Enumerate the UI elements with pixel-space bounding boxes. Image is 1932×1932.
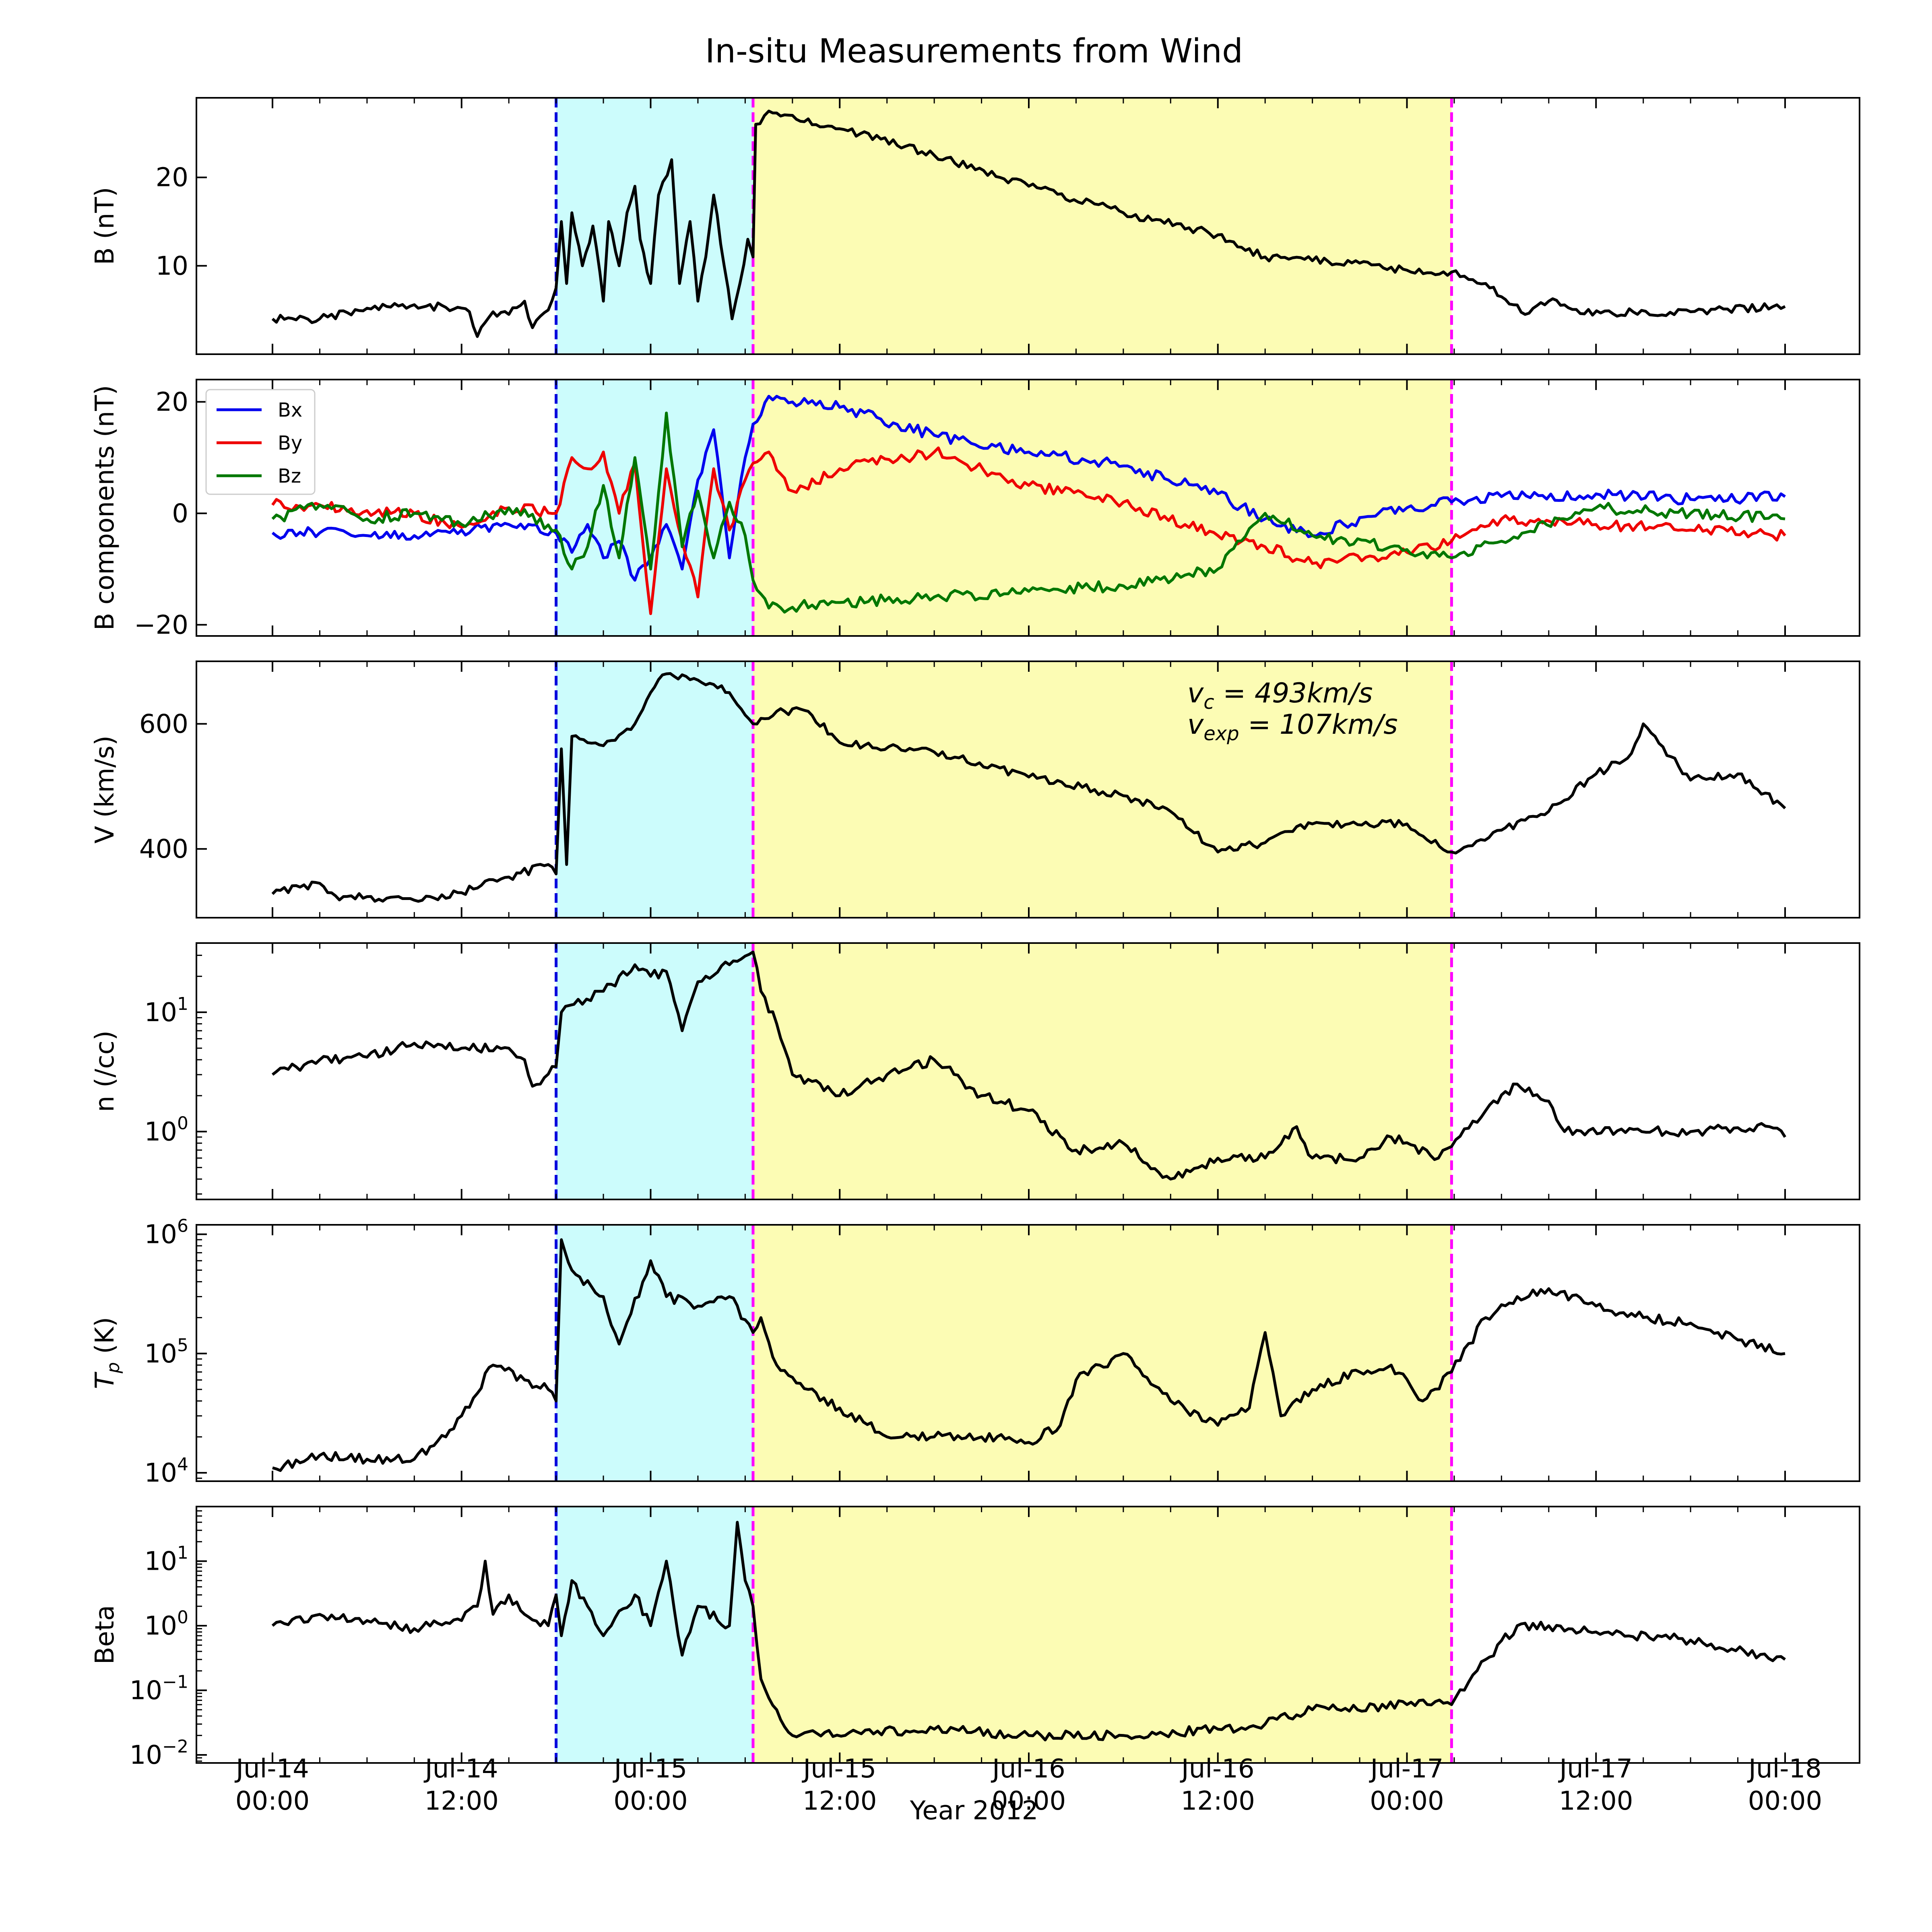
- y-axis-label: Beta: [90, 1605, 120, 1665]
- y-tick-label: 100: [144, 1607, 188, 1641]
- series-line-density: [271, 950, 1786, 1181]
- magnetic-cloud-region: [753, 1225, 1452, 1481]
- panel-b-total: 10 20 B (nT): [90, 97, 1860, 355]
- x-tick-label-date: Jul-17: [1369, 1754, 1444, 1784]
- y-axis-label: B (nT): [90, 187, 120, 265]
- series-line-bz: [271, 411, 1785, 614]
- x-tick-label-time: 00:00: [1748, 1786, 1822, 1816]
- y-tick-label: 20: [156, 163, 188, 193]
- x-tick-label-date: Jul-15: [801, 1754, 876, 1784]
- series-line-beta: [271, 1521, 1786, 1742]
- sheath-region: [556, 1507, 753, 1763]
- x-tick-label-date: Jul-15: [613, 1754, 687, 1784]
- x-tick-label-time: 12:00: [803, 1786, 877, 1816]
- y-axis-label: B components (nT): [90, 385, 120, 631]
- sheath-region: [556, 943, 753, 1199]
- y-tick-label: 400: [139, 834, 188, 864]
- y-tick-label: 600: [139, 709, 188, 739]
- x-tick-label-time: 12:00: [1181, 1786, 1255, 1816]
- legend: Bx By Bz: [205, 389, 316, 495]
- x-tick-label-time: 00:00: [613, 1786, 687, 1816]
- x-tick-label-date: Jul-17: [1558, 1754, 1633, 1784]
- magnetic-cloud-region: [753, 98, 1452, 354]
- series-line-b-total: [271, 109, 1786, 338]
- x-tick-label-time: 00:00: [1370, 1786, 1444, 1816]
- y-tick-label: 20: [156, 387, 188, 417]
- magnetic-cloud-region: [753, 943, 1452, 1199]
- panel-beta: 10−2 10−1 100 101 Beta: [90, 1506, 1860, 1770]
- series-line-bx: [271, 395, 1786, 582]
- y-tick-label: 10: [156, 251, 188, 281]
- panel-b-components: −20 0 20 B components (nT) Bx By Bz: [90, 379, 1860, 640]
- y-tick-label: 10−1: [130, 1672, 188, 1706]
- x-tick-label-date: Jul-16: [991, 1754, 1065, 1784]
- y-tick-label: 100: [144, 1113, 188, 1147]
- sheath-region: [556, 661, 753, 918]
- legend-label-bx: Bx: [278, 399, 302, 421]
- magnetic-cloud-region: [753, 1507, 1452, 1763]
- y-tick-label: 104: [144, 1454, 188, 1488]
- y-tick-label: 0: [172, 499, 188, 528]
- y-axis-label: n (/cc): [90, 1030, 120, 1112]
- y-axis-label: Tp (K): [90, 1317, 124, 1389]
- annotation-1: vexp = 107km/s: [1187, 709, 1398, 745]
- y-tick-label: −20: [134, 610, 188, 640]
- panel-temperature: 104 105 106 Tp (K): [90, 1216, 1860, 1488]
- x-tick-label-date: Jul-14: [234, 1754, 309, 1784]
- x-axis-label: Year 2012: [910, 1796, 1038, 1826]
- x-tick-label-time: 12:00: [425, 1786, 499, 1816]
- sheath-region: [556, 1225, 753, 1481]
- sheath-region: [556, 380, 753, 636]
- figure-title: In-situ Measurements from Wind: [705, 32, 1243, 70]
- x-tick-label-time: 00:00: [235, 1786, 310, 1816]
- x-axis: Jul-1400:00Jul-1412:00Jul-1500:00Jul-151…: [234, 1754, 1822, 1816]
- legend-label-by: By: [278, 432, 302, 454]
- x-tick-label-date: Jul-16: [1180, 1754, 1255, 1784]
- y-tick-label: 101: [144, 994, 188, 1028]
- y-tick-label: 101: [144, 1543, 188, 1577]
- panel-density: 100 101 n (/cc): [90, 942, 1860, 1200]
- series-line-temperature: [272, 1238, 1785, 1472]
- legend-label-bz: Bz: [278, 465, 301, 487]
- series-line-velocity: [271, 672, 1786, 903]
- magnetic-cloud-region: [753, 380, 1452, 636]
- y-axis-label: V (km/s): [90, 735, 120, 843]
- y-tick-label: 106: [144, 1216, 188, 1249]
- x-tick-label-time: 00:00: [992, 1786, 1066, 1816]
- x-tick-label-date: Jul-18: [1747, 1754, 1822, 1784]
- panels: 10 20 B (nT) −20 0 20 B components (nT) Bx By Bz 4…: [90, 97, 1860, 1770]
- magnetic-cloud-region: [753, 661, 1452, 918]
- y-tick-label: 10−2: [130, 1736, 188, 1770]
- x-tick-label-time: 12:00: [1559, 1786, 1633, 1816]
- annotation-0: vc = 493km/s: [1187, 677, 1373, 714]
- y-tick-label: 105: [144, 1335, 188, 1369]
- x-tick-label-date: Jul-14: [423, 1754, 498, 1784]
